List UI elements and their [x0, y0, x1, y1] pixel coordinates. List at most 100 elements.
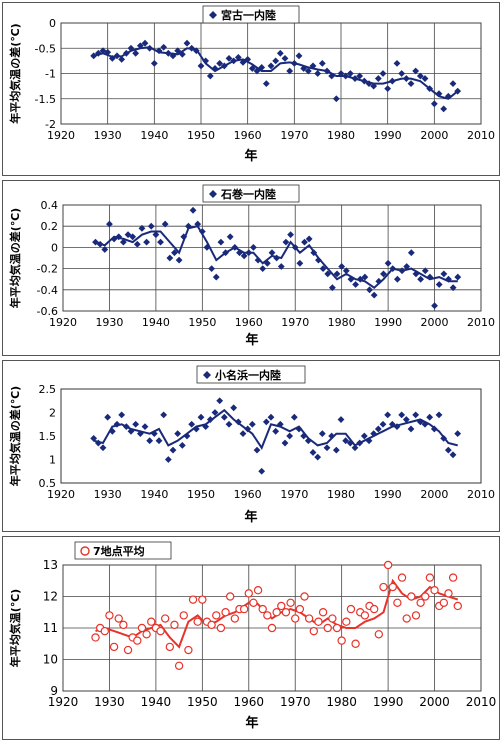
data-point	[398, 267, 406, 275]
data-point	[425, 573, 435, 582]
data-point	[234, 418, 242, 426]
data-point	[262, 80, 270, 87]
y-tick-label: 2	[49, 407, 56, 420]
data-point	[356, 439, 364, 447]
data-point	[164, 49, 172, 57]
data-point	[268, 249, 276, 257]
data-point	[374, 630, 384, 639]
data-point	[122, 49, 130, 57]
data-point	[225, 592, 235, 601]
data-point	[440, 434, 448, 442]
x-tick-label: 1990	[374, 129, 402, 142]
y-tick-label: 2.5	[39, 383, 57, 396]
data-point	[118, 411, 126, 419]
data-point	[394, 275, 401, 283]
data-point	[389, 265, 397, 272]
data-point	[444, 92, 452, 100]
x-tick-label: 1920	[49, 316, 77, 329]
data-point	[454, 430, 462, 438]
data-point	[118, 55, 126, 63]
data-point	[346, 604, 356, 614]
data-point	[170, 620, 179, 630]
data-point	[324, 270, 332, 278]
data-point	[212, 273, 220, 281]
data-point	[351, 75, 359, 82]
data-point	[198, 228, 206, 235]
x-tick-label: 1960	[234, 129, 262, 142]
data-point	[290, 60, 298, 67]
data-point	[239, 604, 249, 614]
y-axis-label: 年平均気温(℃)	[8, 589, 22, 667]
data-point	[263, 611, 272, 620]
data-point	[239, 430, 247, 438]
y-tick-label: 0	[49, 17, 56, 30]
data-point	[342, 617, 351, 626]
x-axis-label: 年	[245, 715, 258, 731]
data-point	[189, 206, 197, 214]
data-point	[222, 249, 229, 257]
data-point	[208, 265, 216, 272]
y-tick-label: 9	[50, 684, 58, 698]
y-tick-label: -0.4	[37, 284, 58, 297]
data-point	[370, 291, 378, 299]
data-point	[216, 60, 224, 67]
x-tick-label: 1960	[234, 488, 262, 501]
data-point	[231, 244, 239, 251]
y-tick-label: -1	[45, 68, 56, 81]
chart-panel-miyako: 0 -0.5 -1 -1.5 -2 1920 1930 1940 1950 1960 1970 198…	[2, 2, 500, 176]
data-point	[194, 220, 202, 228]
y-tick-label: 1.5	[39, 430, 57, 443]
data-point	[328, 72, 336, 80]
data-point	[407, 249, 415, 257]
data-point	[212, 611, 221, 620]
data-point	[402, 75, 410, 82]
data-point	[142, 630, 151, 639]
data-point	[132, 49, 140, 57]
data-point	[444, 589, 453, 598]
data-point	[262, 418, 270, 426]
data-point	[146, 437, 154, 445]
data-point	[440, 270, 448, 278]
x-tick-label: 2000	[419, 695, 450, 709]
data-point	[226, 233, 234, 241]
data-point	[328, 614, 337, 623]
data-point	[236, 249, 243, 257]
data-point	[272, 427, 280, 435]
data-point	[244, 589, 253, 598]
legend-label: 7地点平均	[93, 544, 145, 558]
data-point	[397, 573, 407, 582]
data-point	[291, 244, 299, 251]
data-point	[94, 439, 102, 447]
data-point	[171, 249, 178, 257]
legend-box	[196, 365, 306, 384]
x-tick-label: 2010	[467, 316, 495, 329]
data-point	[179, 611, 188, 620]
x-tick-label: 1990	[374, 488, 402, 501]
x-tick-label: 1950	[187, 695, 218, 709]
y-axis-label: 年平均気温の差(℃)	[8, 386, 22, 486]
data-point	[108, 54, 116, 62]
x-tick-label: 1940	[141, 695, 172, 709]
data-point	[384, 411, 392, 419]
x-tick-label: 2000	[421, 316, 449, 329]
x-tick-label: 1950	[187, 129, 215, 142]
data-point	[188, 44, 196, 52]
data-point	[273, 254, 281, 262]
data-point	[374, 425, 382, 433]
data-point	[417, 275, 425, 283]
data-point	[342, 437, 350, 445]
y-tick-label: 12	[43, 590, 58, 604]
data-point	[245, 249, 253, 257]
data-point	[198, 595, 207, 604]
y-tick-label: 11	[43, 621, 58, 635]
data-point	[104, 48, 112, 56]
data-point	[276, 49, 284, 57]
data-point	[351, 444, 359, 452]
data-point	[185, 222, 192, 230]
data-point	[440, 105, 448, 113]
data-point	[435, 90, 443, 98]
legend: 小名浜一内陸	[196, 365, 306, 384]
x-tick-label: 1980	[326, 695, 357, 709]
